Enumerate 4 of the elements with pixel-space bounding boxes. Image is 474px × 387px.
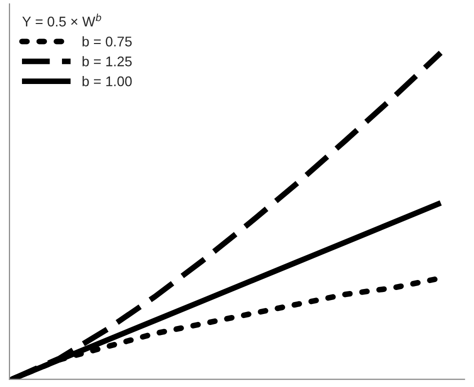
legend-title: Y = 0.5 × W$^{b}$ [22,14,102,26]
legend-label: b = 1.00 [82,76,132,86]
legend-label: b = 0.75 [82,36,132,46]
legend-label: b = 1.25 [82,56,132,66]
